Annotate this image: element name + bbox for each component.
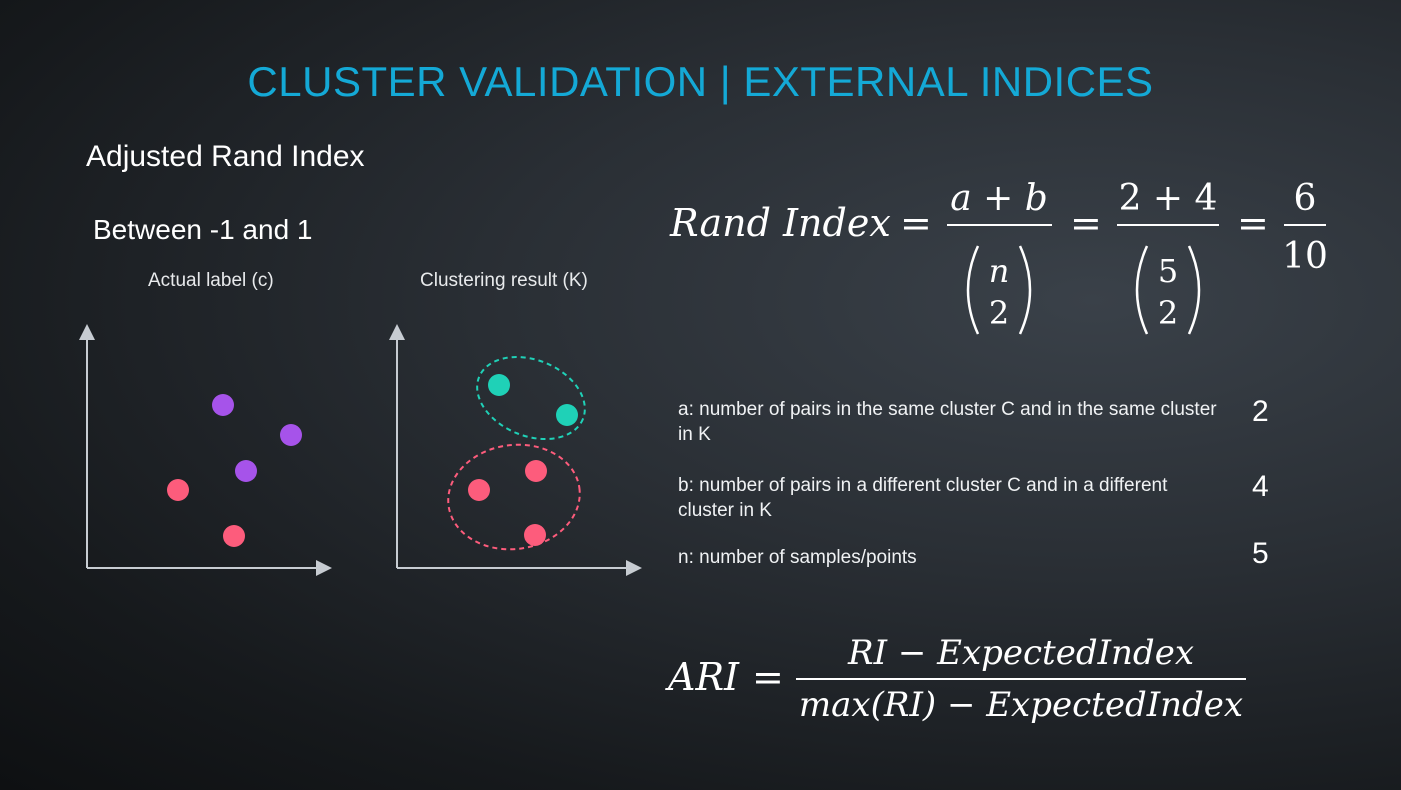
frac2-right-paren bbox=[1187, 245, 1201, 335]
definition-n: n: number of samples/points bbox=[678, 547, 917, 568]
definition-n-value: 5 bbox=[1252, 537, 1269, 570]
frac1-numerator: a + b bbox=[950, 178, 1048, 219]
rand-index-lhs: Rand Index bbox=[669, 201, 891, 245]
slide-title: CLUSTER VALIDATION | EXTERNAL INDICES bbox=[247, 58, 1154, 105]
frac1-binom-bottom: 2 bbox=[989, 294, 1009, 332]
ari-denominator: max(RI) − ExpectedIndex bbox=[799, 685, 1243, 725]
right-point-pink-1 bbox=[525, 460, 547, 482]
left-point-purple-1 bbox=[212, 394, 234, 416]
rand-eq-2: = bbox=[1070, 201, 1102, 245]
range-text: Between -1 and 1 bbox=[93, 214, 313, 245]
frac2-binom-top: 5 bbox=[1158, 252, 1178, 290]
definition-a: a: number of pairs in the same cluster C… bbox=[678, 399, 1217, 445]
left-point-pink-2 bbox=[223, 525, 245, 547]
left-point-purple-2 bbox=[280, 424, 302, 446]
slide-subtitle: Adjusted Rand Index bbox=[86, 140, 365, 173]
cluster-pink-outline bbox=[447, 443, 581, 551]
frac1-right-paren bbox=[1018, 245, 1032, 335]
ari-lhs: ARI bbox=[665, 655, 740, 699]
right-point-teal-2 bbox=[556, 404, 578, 426]
right-point-teal-1 bbox=[488, 374, 510, 396]
actual-label-caption: Actual label (c) bbox=[148, 270, 274, 291]
definition-b-value: 4 bbox=[1252, 470, 1269, 503]
left-point-purple-3 bbox=[235, 460, 257, 482]
right-point-pink-2 bbox=[468, 479, 490, 501]
frac1-left-paren bbox=[966, 245, 980, 335]
frac1-binom-top: n bbox=[989, 252, 1010, 290]
frac3-numerator: 6 bbox=[1294, 178, 1317, 219]
right-point-pink-3 bbox=[524, 524, 546, 546]
rand-eq-3: = bbox=[1237, 201, 1269, 245]
ari-numerator: RI − ExpectedIndex bbox=[847, 633, 1194, 673]
frac2-numerator: 2 + 4 bbox=[1119, 178, 1218, 219]
clustering-result-caption: Clustering result (K) bbox=[420, 270, 588, 291]
left-point-pink-1 bbox=[167, 479, 189, 501]
cluster-teal-outline bbox=[476, 355, 586, 441]
frac3-denominator: 10 bbox=[1282, 236, 1328, 277]
rand-eq-1: = bbox=[900, 201, 932, 245]
frac2-left-paren bbox=[1135, 245, 1149, 335]
ari-eq: = bbox=[752, 655, 784, 699]
definition-a-value: 2 bbox=[1252, 395, 1269, 428]
frac2-binom-bottom: 2 bbox=[1158, 294, 1178, 332]
definition-b: b: number of pairs in a different cluste… bbox=[678, 475, 1168, 521]
